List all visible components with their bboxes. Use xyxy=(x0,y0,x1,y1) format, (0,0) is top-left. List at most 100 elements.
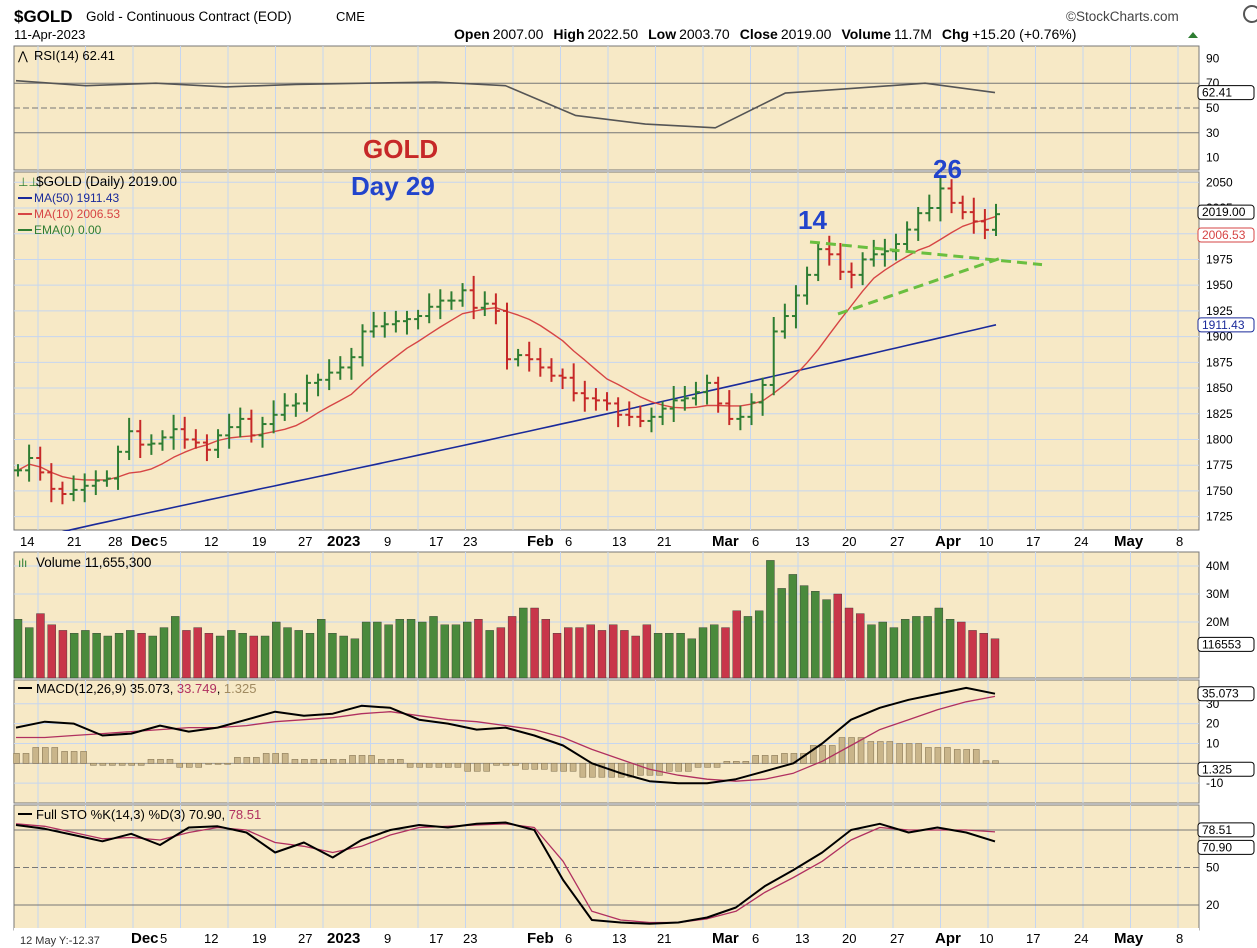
volume-bar xyxy=(429,616,438,679)
price-tick-label: 1950 xyxy=(1206,278,1233,292)
macd-histogram-bar xyxy=(205,763,212,765)
macd-histogram-bar xyxy=(550,763,558,772)
date-axis-bottom-tick-label: 8 xyxy=(1176,931,1183,946)
macd-histogram-bar xyxy=(329,759,337,764)
macd-legend-signal: 33.749 xyxy=(177,681,217,696)
volume-bar xyxy=(822,599,831,679)
macd-histogram-bar xyxy=(867,741,875,764)
volume-bar xyxy=(642,624,652,679)
rsi-tick-label: 50 xyxy=(1206,101,1220,115)
volume-bar xyxy=(990,638,1000,679)
macd-histogram-bar xyxy=(617,763,625,778)
volume-bar xyxy=(878,621,887,679)
rsi-line xyxy=(15,79,996,129)
volume-bar xyxy=(406,619,416,679)
volume-bar xyxy=(182,630,191,679)
open-value: 2007.00 xyxy=(493,26,544,42)
date-axis-bottom-tick-label: 17 xyxy=(429,931,443,946)
stochastic-panel: 20 50 78.51 70.90 xyxy=(13,804,1255,931)
volume-bar xyxy=(36,613,45,679)
ma50-legend: MA(50) 1911.43 xyxy=(34,191,119,205)
macd-histogram-bar xyxy=(214,763,222,765)
ma50-line xyxy=(17,324,997,544)
volume-bar xyxy=(564,627,573,679)
volume-bar xyxy=(25,627,34,679)
high-value: 2022.50 xyxy=(588,26,639,42)
date-axis-top-tick-label: 12 xyxy=(204,534,218,549)
macd-histogram-bar xyxy=(848,737,855,764)
macd-signal-line xyxy=(16,695,996,782)
volume-bar xyxy=(856,613,865,679)
date-axis-top-tick-label: 21 xyxy=(67,534,81,549)
ma50-last-tag: 1911.43 xyxy=(1202,318,1245,332)
volume-tick-label: 30M xyxy=(1206,587,1229,601)
date-axis-bottom-tick-label: 24 xyxy=(1074,931,1088,946)
high-label: High xyxy=(553,26,584,42)
macd-hist-last-tag-box xyxy=(1197,761,1255,777)
volume-bar xyxy=(260,635,270,679)
macd-histogram-bar xyxy=(425,763,433,768)
date-axis-top-tick-label: 21 xyxy=(657,534,671,549)
date-axis-top-tick-label: 27 xyxy=(298,534,312,549)
macd-histogram-bar xyxy=(982,760,990,764)
volume-bar xyxy=(451,624,461,679)
macd-histogram-bar xyxy=(723,761,731,764)
rsi-background xyxy=(13,45,1200,171)
macd-histogram-bar xyxy=(877,741,884,764)
macd-histogram-bar xyxy=(378,759,385,764)
macd-histogram-bar xyxy=(109,763,116,766)
price-tick-label: 1850 xyxy=(1206,381,1233,395)
sto-d-line xyxy=(15,823,996,924)
volume-bar xyxy=(552,633,562,679)
sto-k-line xyxy=(15,821,996,925)
macd-histogram-bar xyxy=(493,763,500,766)
macd-histogram-bar xyxy=(234,757,241,764)
price-tick-label: 1725 xyxy=(1206,510,1233,524)
trendline xyxy=(837,256,1001,316)
volume-bar xyxy=(889,627,899,679)
settings-corner-icon[interactable] xyxy=(1243,5,1257,23)
volume-bar xyxy=(620,630,629,679)
price-legend-icon: ⊥⊥ xyxy=(18,175,39,189)
date-axis-bottom-tick-label: 23 xyxy=(463,931,477,946)
macd-legend-macd: 35.073 xyxy=(130,681,170,696)
date-axis-top-tick-label: Dec xyxy=(131,533,159,550)
macd-histogram-bar xyxy=(771,755,778,764)
macd-histogram-bar xyxy=(857,737,865,764)
macd-legend-hist: 1.325 xyxy=(224,681,257,696)
volume-bar xyxy=(272,621,281,679)
chg-value: +15.20 (+0.76%) xyxy=(972,26,1076,42)
macd-histogram-bar xyxy=(349,755,356,764)
chart-header: $GOLD Gold - Continuous Contract (EOD) C… xyxy=(14,5,1257,42)
volume-bar xyxy=(92,633,101,679)
volume-last-tag: 116553 xyxy=(1202,637,1241,651)
low-label: Low xyxy=(648,26,676,42)
macd-histogram-bar xyxy=(61,751,68,764)
macd-histogram-bar xyxy=(186,763,193,768)
macd-histogram-bar xyxy=(445,763,452,768)
annotation-day-count: Day 29 xyxy=(351,171,435,201)
rsi-last-value-tag: 62.41 xyxy=(1202,86,1232,100)
date-axis-top-tick-label: 6 xyxy=(565,534,572,549)
price-tick-label: 1750 xyxy=(1206,484,1233,498)
sto-legend-k: 70.90 xyxy=(189,807,222,822)
volume-bar xyxy=(912,616,921,679)
macd-histogram-bar xyxy=(944,747,951,764)
price-tick-label: 1775 xyxy=(1206,458,1233,472)
close-value: 2019.00 xyxy=(781,26,832,42)
price-tick-label: 1825 xyxy=(1206,407,1233,421)
macd-histogram-bar xyxy=(195,763,203,768)
macd-histogram-bar xyxy=(397,759,404,764)
price-close-tag: 2019.00 xyxy=(1202,205,1246,219)
date-axis-top: 14 21 28 Dec 5 12 19 27 2023 9 17 23 Feb 6 13 21 Mar 6 13 2… xyxy=(14,531,1199,551)
date-axis-top-tick-label: May xyxy=(1114,533,1144,550)
macd-histogram-bar xyxy=(176,763,184,768)
macd-tick-label: -10 xyxy=(1206,776,1224,790)
macd-histogram-bar xyxy=(656,763,663,776)
volume-bar xyxy=(811,591,820,679)
close-label: Close xyxy=(740,26,778,42)
volume-bar xyxy=(788,574,798,679)
volume-bar xyxy=(204,633,214,679)
volume-bar xyxy=(777,588,786,679)
date-axis-bottom-tick-label: Mar xyxy=(712,930,739,947)
